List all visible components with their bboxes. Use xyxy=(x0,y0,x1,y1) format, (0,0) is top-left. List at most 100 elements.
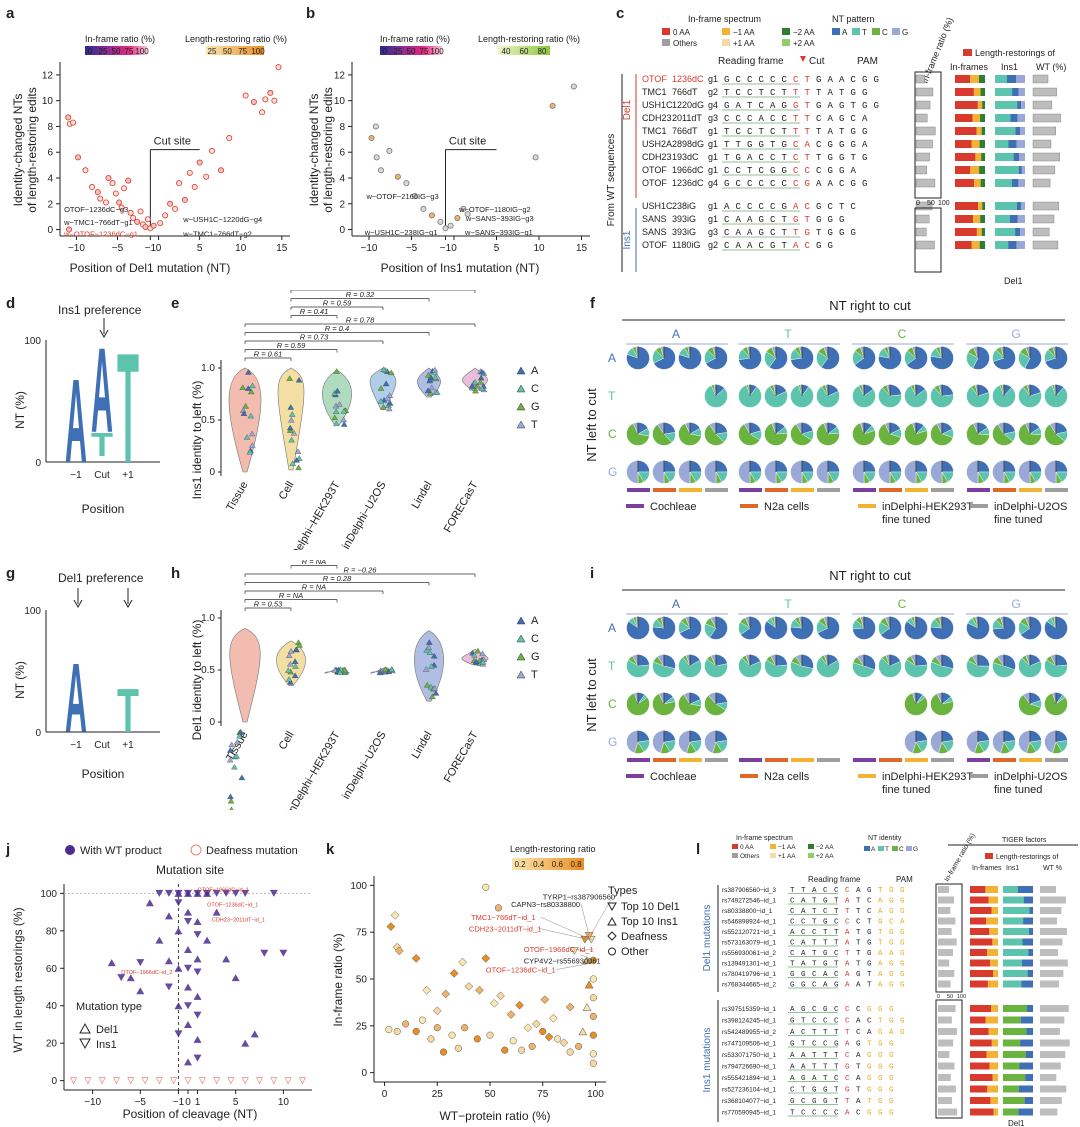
l-seq-letter: A xyxy=(878,971,883,979)
k-other-point xyxy=(575,1042,583,1050)
a-data-point xyxy=(116,199,123,206)
c-wt-bar xyxy=(1032,201,1059,211)
c-wt-bar xyxy=(1032,113,1061,123)
b-data-point xyxy=(447,222,454,229)
l-seq-letter: C xyxy=(790,919,795,927)
k-y-tick-label: 50 xyxy=(356,975,368,986)
l-seq-letter: A xyxy=(845,940,850,948)
e-ylabel: Ins1 identity to left (%) xyxy=(190,381,204,500)
c-seq-letter: G xyxy=(816,101,821,111)
l-nt-title: NT identity xyxy=(868,835,902,842)
i-pie-slice xyxy=(1044,659,1068,678)
f-pie-slice xyxy=(1044,385,1068,408)
j-ins1-point xyxy=(193,1011,202,1019)
k-deafness-point xyxy=(411,954,421,963)
i-pie-slice xyxy=(626,692,650,716)
c-inframes-red xyxy=(955,179,975,187)
l-seq-letter: T xyxy=(801,1018,806,1026)
l-seq-letter: G xyxy=(867,929,872,937)
c-ins1-g xyxy=(1017,215,1025,223)
l-seq-letter: C xyxy=(790,1087,795,1095)
c-inframes-red xyxy=(955,75,970,83)
l-seq-letter: T xyxy=(812,898,817,906)
b-x-tick-label: 0 xyxy=(451,243,457,254)
i-pie-slice xyxy=(1029,730,1042,743)
e-data-point xyxy=(388,369,395,376)
panel-j: j With WT product Deafness mutation Muta… xyxy=(5,841,312,1121)
j-deaf-point xyxy=(98,1077,106,1085)
c-ins1-a xyxy=(1010,114,1018,122)
c-axis-tick: 50 xyxy=(927,200,935,207)
j-del1-point xyxy=(241,1039,250,1047)
l-seq-letter: T xyxy=(812,919,817,927)
i-ylabel: NT left to cut xyxy=(584,658,599,732)
k-annotation: OTOF−1966dC−id_1 xyxy=(524,945,594,954)
b-cut-label: Cut site xyxy=(449,135,486,147)
a-data-point xyxy=(157,220,164,227)
c-ins1-a xyxy=(1008,241,1017,249)
e-data-point xyxy=(377,385,385,391)
g-logo-letter-A: A xyxy=(65,643,87,753)
a-y-tick-label: 6 xyxy=(47,148,53,159)
f-pie-slice xyxy=(1029,460,1042,473)
c-seq-letter: T xyxy=(805,215,811,225)
j-ins1-point xyxy=(203,889,212,897)
panel-g: g Del1 preference 0 100 −1 Cut +1 A T Position… xyxy=(6,565,160,781)
c-seq-letter: G xyxy=(782,202,787,212)
j-del1-point xyxy=(164,912,173,920)
f-pie-slice xyxy=(827,460,840,473)
b-ylabel-1: Identity-changed NTs xyxy=(307,94,321,207)
l-seq-letter: A xyxy=(823,971,828,979)
c-seq-letter: A xyxy=(828,114,834,124)
colorbar-tick-label: 100 xyxy=(430,47,444,56)
l-seq-letter: A xyxy=(801,908,806,916)
c-seq-letter: T xyxy=(805,88,811,98)
h-r-label: R = NA xyxy=(302,583,326,592)
i-source-stripe xyxy=(993,758,1016,762)
i-pie-slice xyxy=(1055,730,1068,743)
j-mt-del1: Del1 xyxy=(96,1024,119,1036)
l-inframe-bar xyxy=(938,1005,956,1012)
l-seq-letter: C xyxy=(856,1029,861,1037)
c-spectrum-item: −1 AA xyxy=(733,28,755,37)
e-data-point xyxy=(471,379,479,385)
e-data-point xyxy=(288,436,295,443)
i-col-label: T xyxy=(784,597,792,611)
l-inframes-red xyxy=(970,949,988,956)
a-y-tick-label: 12 xyxy=(42,70,54,81)
f-legend-swatch xyxy=(740,504,758,508)
c-seq-letter: C xyxy=(770,114,776,124)
l-seq-letter: T xyxy=(845,950,850,958)
l-wt-bar xyxy=(1040,1028,1060,1035)
c-inframe-box xyxy=(914,71,942,199)
i-pie-slice xyxy=(904,692,928,716)
colorbar-tick-label: 80 xyxy=(538,47,547,56)
c-col-inframes: In-frames xyxy=(950,62,989,72)
l-seq-letter: C xyxy=(801,929,806,937)
l-wt-bar xyxy=(1040,1097,1062,1104)
i-pie-slice xyxy=(941,730,954,743)
g-x-tick-label: −1 xyxy=(70,740,82,751)
f-pie-slice xyxy=(790,423,812,446)
e-data-point xyxy=(424,387,432,393)
c-seq-letter: C xyxy=(747,75,753,85)
c-seq-letter: C xyxy=(759,179,765,189)
l-seq-letter: C xyxy=(834,1006,839,1014)
l-ins1-rest xyxy=(1021,959,1033,967)
l-inframes-yellow xyxy=(986,917,998,925)
l-inframes-red xyxy=(970,959,991,967)
j-del1-point xyxy=(155,936,164,944)
h-data-point xyxy=(336,669,344,675)
l-ins1-main xyxy=(1003,1085,1019,1093)
l-seq-letter: G xyxy=(878,1064,883,1072)
l-seq-letter: A xyxy=(856,1018,861,1026)
l-seq-letter: A xyxy=(845,961,850,969)
c-seq-letter: T xyxy=(793,127,799,137)
c-inframes-yellow xyxy=(972,114,981,122)
c-seq-letter: C xyxy=(828,202,834,212)
e-x-tick-label: Cell xyxy=(277,480,297,502)
b-x-tick-label: 15 xyxy=(576,243,588,254)
e-data-point xyxy=(331,414,339,421)
c-seq-letter: G xyxy=(782,166,787,176)
c-seq-letter: C xyxy=(724,228,730,238)
